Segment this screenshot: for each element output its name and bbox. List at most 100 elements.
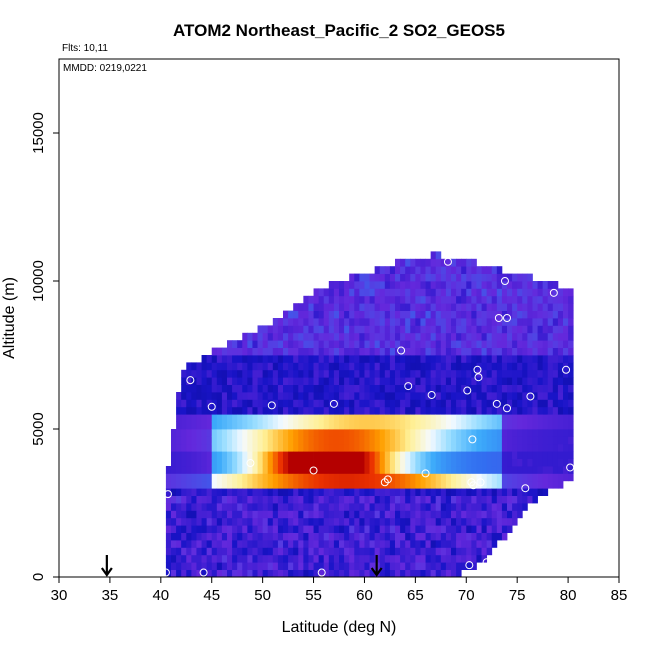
heatmap-cell bbox=[318, 495, 325, 504]
heatmap-cell bbox=[262, 384, 269, 393]
heatmap-cell bbox=[445, 503, 452, 511]
heatmap-cell bbox=[303, 295, 309, 304]
heatmap-cell bbox=[191, 547, 197, 556]
heatmap-cell bbox=[369, 525, 376, 533]
heatmap-cell bbox=[308, 540, 314, 548]
heatmap-cell bbox=[313, 414, 320, 422]
heatmap-cell bbox=[364, 355, 370, 363]
heatmap-cell bbox=[313, 325, 320, 334]
heatmap-cell bbox=[415, 318, 421, 326]
heatmap-cell bbox=[303, 421, 309, 430]
heatmap-cell bbox=[232, 377, 238, 385]
heatmap-cell bbox=[471, 273, 477, 282]
y-tick-label: 0 bbox=[30, 573, 47, 581]
heatmap-cell bbox=[171, 443, 177, 452]
heatmap-cell bbox=[379, 384, 386, 393]
heatmap-cell bbox=[374, 510, 381, 519]
heatmap-cell bbox=[171, 562, 177, 570]
heatmap-cell bbox=[313, 510, 320, 519]
heatmap-cell bbox=[211, 517, 218, 526]
heatmap-cell bbox=[389, 495, 396, 504]
heatmap-cell bbox=[328, 362, 335, 371]
heatmap-cell bbox=[339, 532, 345, 541]
heatmap-cell bbox=[313, 362, 320, 371]
heatmap-cell bbox=[308, 451, 314, 459]
heatmap-cell bbox=[491, 303, 498, 311]
heatmap-cell bbox=[288, 488, 294, 496]
heatmap-cell bbox=[400, 525, 406, 533]
heatmap-cell bbox=[176, 510, 182, 519]
heatmap-cell bbox=[476, 547, 482, 556]
heatmap-cell bbox=[527, 473, 533, 482]
heatmap-cell bbox=[563, 399, 569, 408]
heatmap-cell bbox=[339, 340, 345, 348]
flight-point bbox=[482, 558, 491, 567]
heatmap-cell bbox=[277, 443, 284, 452]
heatmap-cell bbox=[491, 310, 498, 319]
heatmap-cell bbox=[512, 399, 518, 408]
heatmap-cell bbox=[435, 406, 442, 415]
heatmap-cell bbox=[379, 562, 386, 570]
heatmap-cell bbox=[201, 569, 208, 578]
heatmap-cell bbox=[298, 473, 304, 482]
heatmap-cell bbox=[359, 355, 365, 363]
heatmap-cell bbox=[420, 377, 426, 385]
heatmap-cell bbox=[430, 273, 437, 282]
heatmap-cell bbox=[466, 466, 472, 474]
flight-point bbox=[476, 478, 485, 487]
heatmap-cell bbox=[547, 443, 554, 452]
heatmap-cell bbox=[323, 347, 330, 356]
heatmap-cell bbox=[196, 473, 202, 482]
heatmap-cell bbox=[221, 525, 228, 533]
heatmap-cell bbox=[547, 406, 554, 415]
heatmap-cell bbox=[303, 540, 309, 548]
heatmap-cell bbox=[522, 288, 528, 297]
heatmap-cell bbox=[512, 273, 518, 282]
heatmap-cell bbox=[410, 295, 416, 304]
heatmap-cell bbox=[328, 554, 335, 563]
heatmap-cell bbox=[512, 392, 518, 400]
heatmap-cell bbox=[496, 473, 503, 482]
heatmap-cell bbox=[461, 406, 467, 415]
heatmap-cell bbox=[293, 384, 299, 393]
heatmap-cell bbox=[435, 517, 442, 526]
heatmap-cell bbox=[313, 406, 320, 415]
flight-point bbox=[474, 373, 483, 382]
heatmap-cell bbox=[262, 406, 269, 415]
heatmap-cell bbox=[216, 540, 223, 548]
heatmap-cell bbox=[481, 384, 488, 393]
heatmap-cell bbox=[486, 318, 493, 326]
heatmap-cell bbox=[405, 318, 411, 326]
heatmap-cell bbox=[471, 362, 477, 371]
heatmap-cell bbox=[547, 347, 554, 356]
heatmap-cell bbox=[242, 517, 248, 526]
heatmap-cell bbox=[339, 458, 345, 467]
heatmap-cell bbox=[568, 429, 574, 437]
heatmap-cell bbox=[456, 281, 462, 289]
heatmap-cell bbox=[435, 369, 442, 378]
heatmap-cell bbox=[227, 510, 233, 519]
heatmap-cell bbox=[288, 532, 294, 541]
heatmap-cell bbox=[415, 554, 421, 563]
heatmap-cell bbox=[466, 473, 472, 482]
heatmap-cell bbox=[354, 362, 360, 371]
heatmap-cell bbox=[206, 540, 213, 548]
heatmap-cell bbox=[527, 325, 533, 334]
heatmap-cell bbox=[186, 547, 192, 556]
heatmap-cell bbox=[440, 288, 447, 297]
heatmap-cell bbox=[532, 303, 538, 311]
heatmap-cell bbox=[262, 443, 269, 452]
arrow-markers bbox=[100, 555, 383, 577]
heatmap-cell bbox=[333, 436, 340, 445]
heatmap-cell bbox=[456, 562, 462, 570]
heatmap-cell bbox=[242, 399, 248, 408]
heatmap-cell bbox=[415, 414, 421, 422]
heatmap-cell bbox=[435, 562, 442, 570]
heatmap-cell bbox=[451, 281, 457, 289]
heatmap-cell bbox=[405, 362, 411, 371]
heatmap-cell bbox=[221, 466, 228, 474]
heatmap-cell bbox=[435, 347, 442, 356]
heatmap-cell bbox=[501, 288, 508, 297]
heatmap-cell bbox=[374, 399, 381, 408]
heatmap-cell bbox=[364, 392, 370, 400]
